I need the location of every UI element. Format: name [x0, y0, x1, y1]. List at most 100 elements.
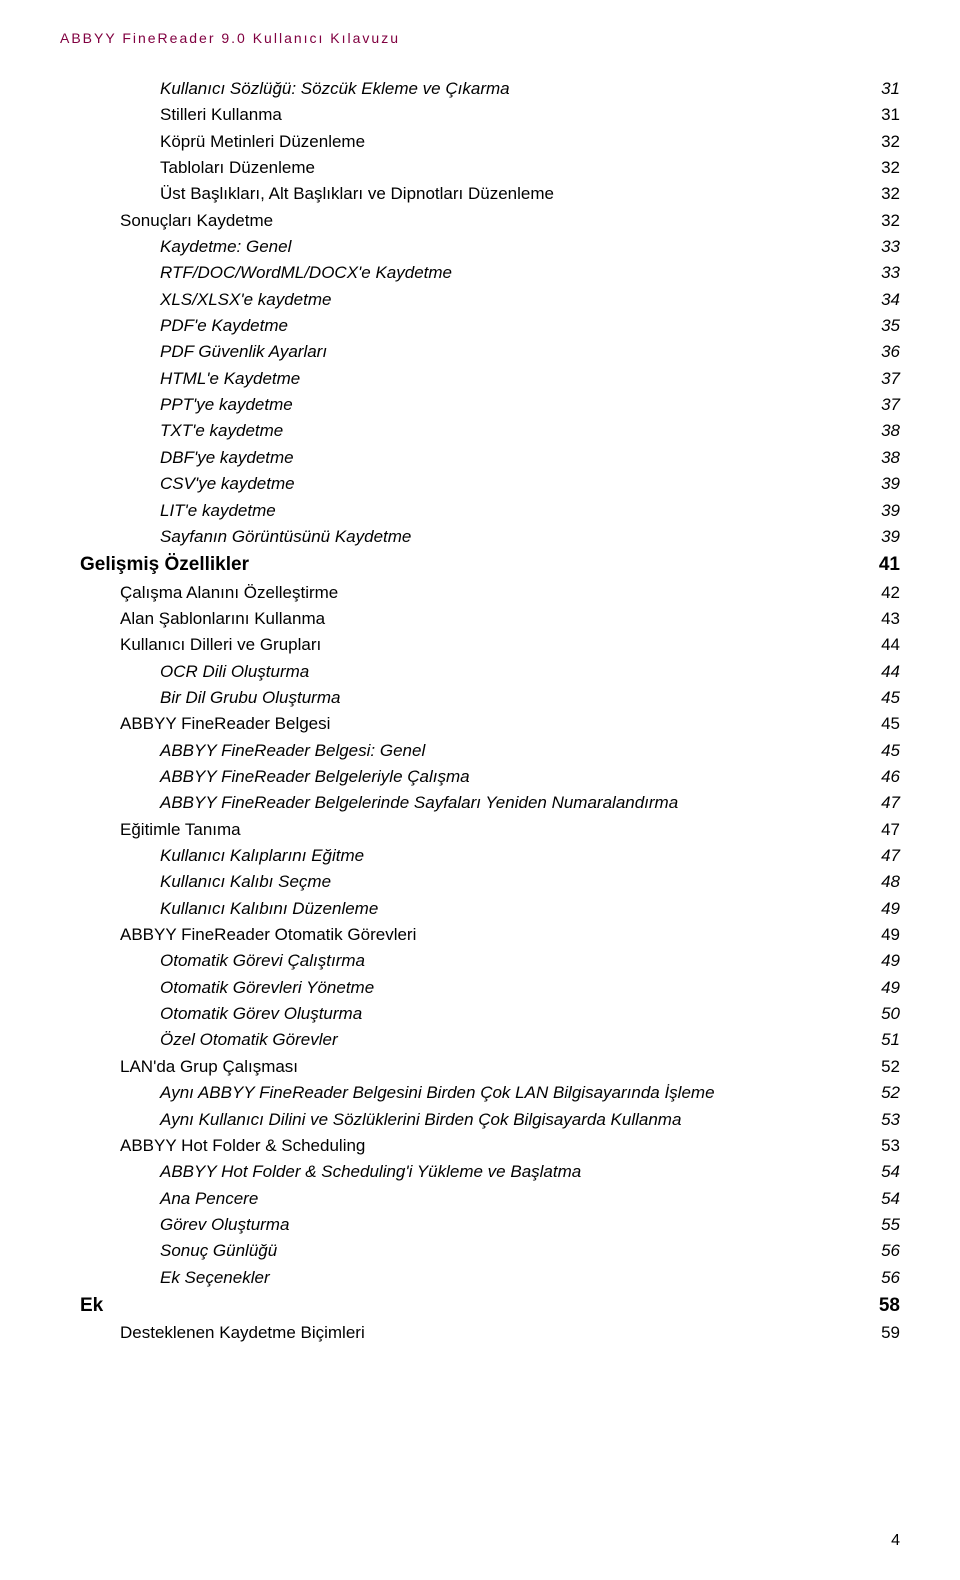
toc-entry-label: LIT'e kaydetme — [160, 498, 276, 524]
toc-entry-label: Görev Oluşturma — [160, 1212, 289, 1238]
toc-entry[interactable]: Bir Dil Grubu Oluşturma 45 — [60, 685, 900, 711]
toc-entry-page: 53 — [881, 1107, 900, 1133]
toc-entry[interactable]: Sonuçları Kaydetme 32 — [60, 208, 900, 234]
toc-entry-label: Bir Dil Grubu Oluşturma — [160, 685, 340, 711]
toc-entry[interactable]: Alan Şablonlarını Kullanma 43 — [60, 606, 900, 632]
toc-entry-page: 42 — [881, 580, 900, 606]
toc-entry[interactable]: OCR Dili Oluşturma 44 — [60, 659, 900, 685]
toc-entry-label: Tabloları Düzenleme — [160, 155, 315, 181]
toc-entry[interactable]: Ek 58 — [60, 1291, 900, 1320]
toc-entry[interactable]: Kullanıcı Dilleri ve Grupları 44 — [60, 632, 900, 658]
toc-entry[interactable]: LAN'da Grup Çalışması 52 — [60, 1054, 900, 1080]
toc-entry[interactable]: Ek Seçenekler 56 — [60, 1265, 900, 1291]
toc-entry[interactable]: Desteklenen Kaydetme Biçimleri 59 — [60, 1320, 900, 1346]
toc-entry-label: ABBYY Hot Folder & Scheduling — [120, 1133, 365, 1159]
toc-entry[interactable]: Kullanıcı Kalıbını Düzenleme 49 — [60, 896, 900, 922]
toc-entry-label: Özel Otomatik Görevler — [160, 1027, 338, 1053]
toc-entry-label: ABBYY FineReader Otomatik Görevleri — [120, 922, 416, 948]
toc-entry[interactable]: CSV'ye kaydetme 39 — [60, 471, 900, 497]
toc-entry-page: 58 — [879, 1291, 900, 1320]
toc-entry[interactable]: Kullanıcı Kalıplarını Eğitme 47 — [60, 843, 900, 869]
toc-entry[interactable]: DBF'ye kaydetme 38 — [60, 445, 900, 471]
toc-entry[interactable]: ABBYY FineReader Belgesi: Genel 45 — [60, 738, 900, 764]
toc-entry-label: PPT'ye kaydetme — [160, 392, 293, 418]
toc-entry[interactable]: LIT'e kaydetme 39 — [60, 498, 900, 524]
toc-entry-page: 37 — [881, 392, 900, 418]
toc-entry-label: Kullanıcı Kalıbını Düzenleme — [160, 896, 378, 922]
toc-entry[interactable]: Kaydetme: Genel 33 — [60, 234, 900, 260]
toc-entry[interactable]: Gelişmiş Özellikler 41 — [60, 550, 900, 579]
toc-entry-label: Eğitimle Tanıma — [120, 817, 241, 843]
toc-entry[interactable]: PPT'ye kaydetme 37 — [60, 392, 900, 418]
toc-entry[interactable]: Üst Başlıkları, Alt Başlıkları ve Dipnot… — [60, 181, 900, 207]
toc-entry[interactable]: Kullanıcı Kalıbı Seçme 48 — [60, 869, 900, 895]
toc-entry[interactable]: Çalışma Alanını Özelleştirme 42 — [60, 580, 900, 606]
toc-entry-page: 51 — [881, 1027, 900, 1053]
toc-entry-page: 31 — [881, 76, 900, 102]
toc-entry[interactable]: Otomatik Görevi Çalıştırma 49 — [60, 948, 900, 974]
toc-entry-label: ABBYY FineReader Belgeleriyle Çalışma — [160, 764, 470, 790]
toc-entry-label: CSV'ye kaydetme — [160, 471, 295, 497]
toc-entry[interactable]: Aynı ABBYY FineReader Belgesini Birden Ç… — [60, 1080, 900, 1106]
toc-entry-label: Desteklenen Kaydetme Biçimleri — [120, 1320, 365, 1346]
toc-entry[interactable]: Aynı Kullanıcı Dilini ve Sözlüklerini Bi… — [60, 1107, 900, 1133]
table-of-contents: Kullanıcı Sözlüğü: Sözcük Ekleme ve Çıka… — [60, 76, 900, 1347]
toc-entry-label: Kullanıcı Dilleri ve Grupları — [120, 632, 321, 658]
toc-entry-page: 39 — [881, 498, 900, 524]
toc-entry[interactable]: Kullanıcı Sözlüğü: Sözcük Ekleme ve Çıka… — [60, 76, 900, 102]
toc-entry-page: 32 — [881, 208, 900, 234]
toc-entry[interactable]: TXT'e kaydetme 38 — [60, 418, 900, 444]
toc-entry-page: 52 — [881, 1080, 900, 1106]
toc-entry[interactable]: Sayfanın Görüntüsünü Kaydetme 39 — [60, 524, 900, 550]
toc-entry[interactable]: Stilleri Kullanma 31 — [60, 102, 900, 128]
toc-entry[interactable]: Köprü Metinleri Düzenleme 32 — [60, 129, 900, 155]
toc-entry[interactable]: RTF/DOC/WordML/DOCX'e Kaydetme 33 — [60, 260, 900, 286]
toc-entry[interactable]: ABBYY Hot Folder & Scheduling'i Yükleme … — [60, 1159, 900, 1185]
toc-entry-label: Aynı ABBYY FineReader Belgesini Birden Ç… — [160, 1080, 715, 1106]
toc-entry[interactable]: Otomatik Görevleri Yönetme 49 — [60, 975, 900, 1001]
toc-entry-page: 39 — [881, 524, 900, 550]
toc-entry[interactable]: Ana Pencere 54 — [60, 1186, 900, 1212]
toc-entry-label: ABBYY FineReader Belgesi: Genel — [160, 738, 425, 764]
toc-entry-label: OCR Dili Oluşturma — [160, 659, 309, 685]
toc-entry-label: Sayfanın Görüntüsünü Kaydetme — [160, 524, 411, 550]
toc-entry-label: Sonuçları Kaydetme — [120, 208, 273, 234]
toc-entry-label: Kullanıcı Sözlüğü: Sözcük Ekleme ve Çıka… — [160, 76, 510, 102]
toc-entry[interactable]: ABBYY FineReader Otomatik Görevleri 49 — [60, 922, 900, 948]
toc-entry-page: 49 — [881, 948, 900, 974]
toc-entry[interactable]: Görev Oluşturma 55 — [60, 1212, 900, 1238]
toc-entry-page: 56 — [881, 1238, 900, 1264]
toc-entry[interactable]: ABBYY FineReader Belgelerinde Sayfaları … — [60, 790, 900, 816]
toc-entry-page: 48 — [881, 869, 900, 895]
toc-entry-label: PDF Güvenlik Ayarları — [160, 339, 327, 365]
page-number: 4 — [891, 1532, 900, 1550]
toc-entry[interactable]: Sonuç Günlüğü 56 — [60, 1238, 900, 1264]
toc-entry-label: Otomatik Görevi Çalıştırma — [160, 948, 365, 974]
toc-entry[interactable]: Eğitimle Tanıma 47 — [60, 817, 900, 843]
toc-entry-label: Otomatik Görevleri Yönetme — [160, 975, 374, 1001]
toc-entry-label: DBF'ye kaydetme — [160, 445, 294, 471]
toc-entry[interactable]: XLS/XLSX'e kaydetme 34 — [60, 287, 900, 313]
toc-entry[interactable]: ABBYY Hot Folder & Scheduling 53 — [60, 1133, 900, 1159]
toc-entry[interactable]: Otomatik Görev Oluşturma 50 — [60, 1001, 900, 1027]
toc-entry-page: 49 — [881, 922, 900, 948]
toc-entry[interactable]: PDF Güvenlik Ayarları 36 — [60, 339, 900, 365]
toc-entry[interactable]: Tabloları Düzenleme 32 — [60, 155, 900, 181]
toc-entry[interactable]: HTML'e Kaydetme 37 — [60, 366, 900, 392]
toc-entry-label: PDF'e Kaydetme — [160, 313, 288, 339]
toc-entry-page: 53 — [881, 1133, 900, 1159]
toc-entry[interactable]: PDF'e Kaydetme 35 — [60, 313, 900, 339]
toc-entry-page: 47 — [881, 790, 900, 816]
toc-entry-page: 45 — [881, 738, 900, 764]
toc-entry-page: 43 — [881, 606, 900, 632]
toc-entry-page: 33 — [881, 234, 900, 260]
toc-entry[interactable]: Özel Otomatik Görevler 51 — [60, 1027, 900, 1053]
toc-entry[interactable]: ABBYY FineReader Belgeleriyle Çalışma 46 — [60, 764, 900, 790]
toc-entry-label: Sonuç Günlüğü — [160, 1238, 277, 1264]
toc-entry-page: 50 — [881, 1001, 900, 1027]
toc-entry-label: Köprü Metinleri Düzenleme — [160, 129, 365, 155]
toc-entry-page: 54 — [881, 1186, 900, 1212]
toc-entry[interactable]: ABBYY FineReader Belgesi 45 — [60, 711, 900, 737]
toc-entry-page: 52 — [881, 1054, 900, 1080]
toc-entry-label: Gelişmiş Özellikler — [80, 550, 249, 579]
